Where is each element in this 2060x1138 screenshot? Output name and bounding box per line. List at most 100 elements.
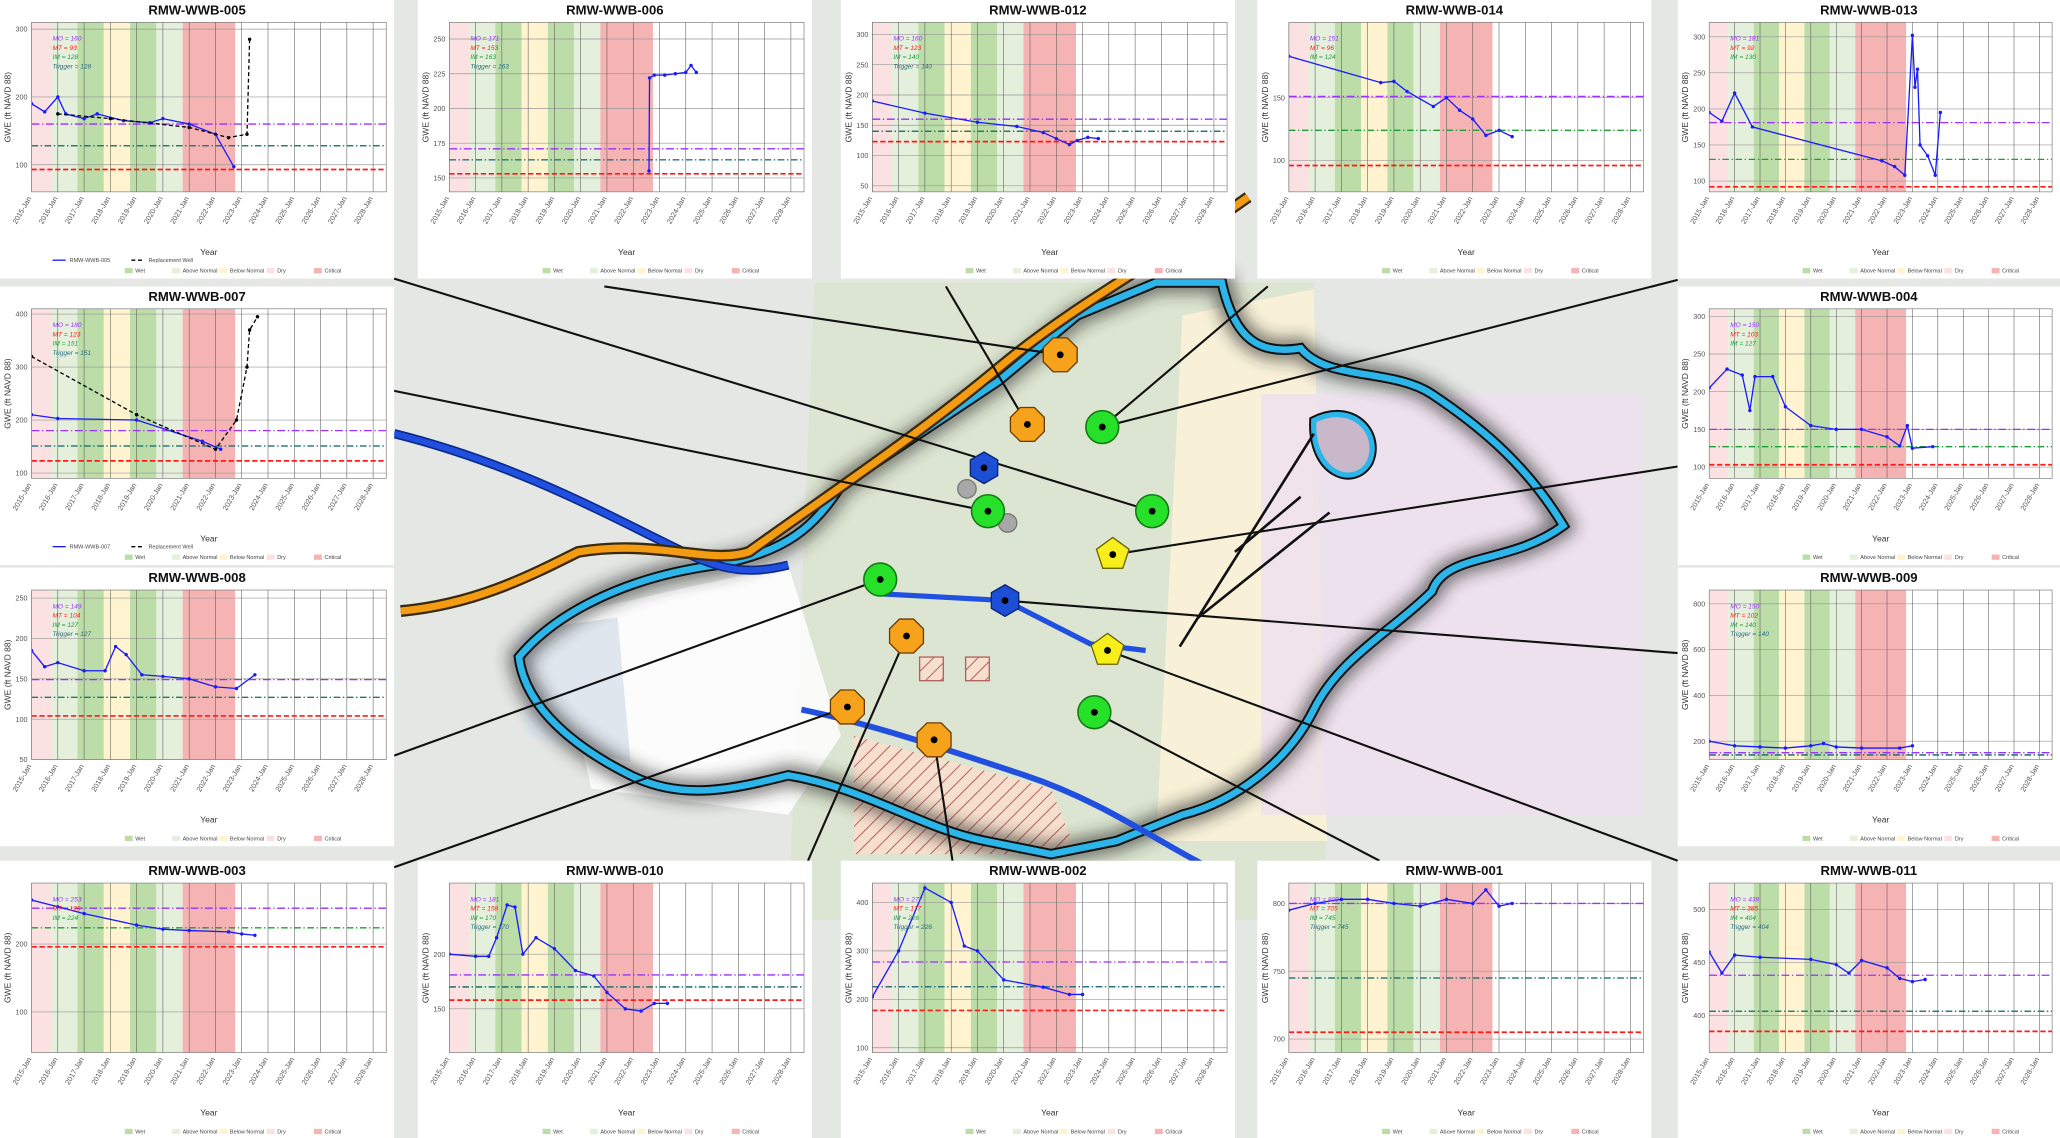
water-year-band — [31, 590, 52, 760]
threshold-label: MO = 181 — [1730, 36, 1759, 43]
water-year-band — [1804, 22, 1830, 192]
threshold-label: MO = 150 — [1730, 322, 1759, 329]
water-year-band — [1829, 308, 1856, 479]
water-year-legend-swatch — [1012, 1128, 1021, 1135]
water-year-legend-label: Above Normal — [1440, 269, 1475, 275]
threshold-label: MT = 123 — [893, 45, 921, 52]
water-year-band — [1387, 883, 1414, 1053]
water-year-band — [1829, 22, 1856, 192]
fault-line — [1178, 432, 1331, 648]
series-point — [1015, 124, 1019, 129]
water-year-legend-swatch — [1107, 268, 1116, 274]
water-year-band — [156, 590, 183, 760]
water-year-legend-swatch — [1154, 1128, 1163, 1135]
water-year-legend-swatch — [219, 835, 228, 842]
water-year-legend-swatch — [124, 835, 133, 842]
water-year-legend-label: Wet — [976, 1129, 986, 1135]
series-point — [187, 122, 191, 126]
water-year-legend-swatch — [124, 1128, 133, 1135]
water-year-legend-swatch — [1060, 268, 1069, 274]
y-tick-label: 100 — [16, 469, 28, 478]
water-year-band — [997, 883, 1024, 1053]
water-year-legend-label: Wet — [135, 836, 145, 842]
y-tick-label: 300 — [856, 947, 868, 956]
series-line — [872, 886, 1083, 998]
series-point — [949, 900, 953, 905]
plot-frame — [31, 308, 387, 479]
series-point — [689, 63, 693, 68]
series-point — [95, 112, 99, 116]
series-line — [449, 904, 668, 1012]
plot-area — [1709, 22, 2053, 192]
threshold-label: Trigger = 140 — [1730, 631, 1769, 638]
water-year-band — [130, 883, 157, 1053]
series-point — [31, 413, 34, 417]
water-year-band — [51, 22, 78, 192]
water-year-band — [31, 883, 52, 1053]
x-axis-label: Year — [1872, 533, 1889, 543]
y-tick-label: 225 — [433, 69, 445, 78]
y-tick-label: 200 — [433, 104, 445, 113]
series-point — [962, 944, 967, 948]
leader-line — [1093, 711, 1380, 862]
series-point — [1041, 130, 1045, 135]
series-point — [134, 923, 139, 927]
water-year-band — [1413, 22, 1440, 192]
series-point — [1720, 119, 1724, 123]
series-point — [1923, 977, 1927, 982]
series-point — [487, 954, 491, 959]
water-year-band — [130, 22, 157, 192]
water-year-legend-label: Critical — [2002, 1129, 2019, 1135]
series-point — [56, 95, 60, 99]
water-year-legend-label: Critical — [325, 836, 342, 842]
threshold-label: MO = 149 — [53, 603, 82, 610]
series-point — [161, 116, 165, 121]
series-point — [187, 928, 191, 933]
water-year-legend-label: Dry — [1118, 269, 1127, 275]
panel-title: RMW-WWB-014 — [1406, 2, 1504, 17]
y-tick-label: 100 — [1693, 463, 1705, 472]
water-year-legend-swatch — [1944, 268, 1953, 274]
series-line — [1709, 951, 1926, 983]
y-axis-label: GWE (ft NAVD 88) — [3, 932, 13, 1003]
y-tick-label: 100 — [16, 715, 28, 724]
panel-title: RMW-WWB-001 — [1406, 863, 1503, 878]
aqueduct — [400, 194, 1251, 615]
water-year-legend-label: Wet — [553, 269, 563, 275]
plot-area — [31, 590, 387, 760]
y-tick-label: 150 — [856, 121, 868, 130]
plot-frame — [1708, 308, 2053, 479]
series-point — [573, 968, 578, 973]
series-point — [1471, 117, 1475, 121]
series-point — [552, 946, 557, 951]
series-point — [1444, 897, 1449, 902]
series-point — [663, 73, 667, 77]
threshold-label: MT = 103 — [1730, 331, 1758, 338]
series-point — [896, 949, 901, 953]
water-year-legend-swatch — [731, 268, 740, 274]
water-year-legend-label: Wet — [135, 555, 145, 561]
water-year-legend-label: Wet — [976, 269, 986, 275]
series-point — [31, 354, 34, 359]
water-year-legend-swatch — [1944, 835, 1953, 842]
water-year-legend-label: Dry — [277, 1129, 286, 1135]
leader-line — [807, 635, 908, 862]
water-year-legend-label: Below Normal — [1908, 1129, 1942, 1135]
series-point — [494, 936, 499, 940]
water-year-legend-label: Critical — [742, 1129, 759, 1135]
y-tick-label: 300 — [16, 363, 28, 372]
y-tick-label: 300 — [1693, 32, 1705, 41]
water-year-band — [1023, 22, 1076, 192]
y-axis-label: GWE (ft NAVD 88) — [1680, 72, 1690, 143]
water-year-legend-swatch — [1991, 835, 2000, 842]
series-point — [1484, 888, 1488, 892]
series-point — [247, 328, 252, 332]
water-year-band — [1709, 308, 1729, 479]
well-dot — [843, 703, 851, 711]
x-axis-label: Year — [200, 1108, 217, 1118]
water-year-legend-swatch — [1849, 268, 1858, 274]
plot-frame — [1288, 882, 1644, 1053]
water-year-band — [600, 883, 653, 1053]
